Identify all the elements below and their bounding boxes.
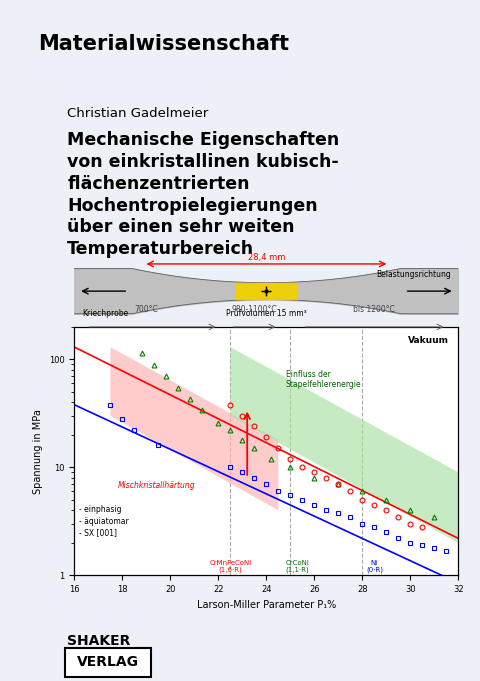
Text: bis 1200°C: bis 1200°C [353, 306, 396, 315]
Text: CrCoNi
(1,1·R): CrCoNi (1,1·R) [286, 560, 310, 573]
Text: Mischkristallhärtung: Mischkristallhärtung [118, 481, 195, 490]
Y-axis label: Spannung in MPa: Spannung in MPa [34, 409, 43, 494]
Polygon shape [110, 347, 278, 510]
Text: VERLAG: VERLAG [77, 655, 139, 669]
Text: Belastungsrichtung: Belastungsrichtung [376, 270, 451, 279]
Text: Vakuum: Vakuum [408, 336, 449, 345]
Text: CrMnFeCoNi
(1,6·R): CrMnFeCoNi (1,6·R) [209, 560, 252, 573]
X-axis label: Larson-Miller Parameter P₁%: Larson-Miller Parameter P₁% [197, 600, 336, 609]
Text: 700°C: 700°C [134, 306, 158, 315]
Polygon shape [230, 347, 458, 543]
Text: Mechanische Eigenschaften
von einkristallinen kubisch-
flächenzentrierten
Hochen: Mechanische Eigenschaften von einkristal… [67, 131, 339, 258]
Text: Ni
(0·R): Ni (0·R) [366, 560, 383, 573]
Text: 28,4 mm: 28,4 mm [248, 253, 285, 262]
Text: 980-1100°C: 980-1100°C [231, 306, 277, 315]
Text: Materialwissenschaft: Materialwissenschaft [38, 34, 289, 54]
Text: Kriechprobe: Kriechprobe [82, 309, 128, 318]
Text: Einfluss der
Stapelfehlerenergie: Einfluss der Stapelfehlerenergie [286, 370, 361, 390]
FancyBboxPatch shape [65, 648, 151, 677]
Text: Prüfvolumen 15 mm³: Prüfvolumen 15 mm³ [226, 309, 307, 318]
Text: - einphasig
- äquiatomar
- SX [001]: - einphasig - äquiatomar - SX [001] [79, 505, 129, 537]
Text: Christian Gadelmeier: Christian Gadelmeier [67, 107, 208, 120]
Text: SHAKER: SHAKER [67, 634, 131, 648]
